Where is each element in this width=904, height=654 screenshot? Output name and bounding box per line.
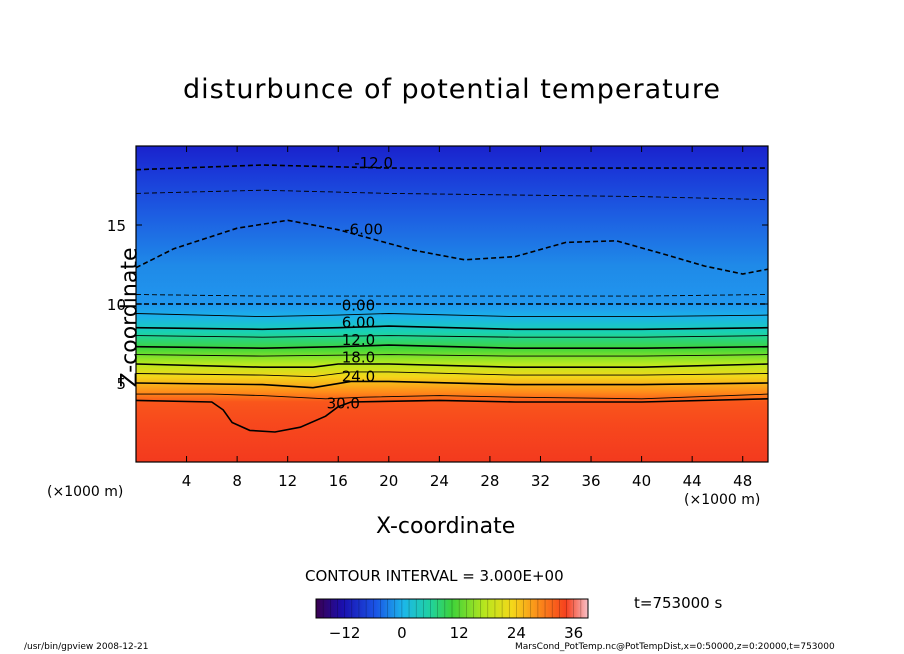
y-axis-label: Z-coordinate (117, 247, 143, 388)
x-tick-label: 12 (278, 472, 297, 490)
contour-label: 30.0 (327, 394, 360, 412)
contour-line (136, 313, 768, 318)
colorbar (315, 598, 589, 619)
contour-line (136, 219, 768, 275)
x-tick-label: 32 (531, 472, 550, 490)
footer-left: /usr/bin/gpview 2008-12-21 (24, 642, 149, 652)
x-tick-label: 24 (430, 472, 449, 490)
contour-label: -12.0 (354, 154, 393, 172)
contour-label: 12.0 (342, 331, 375, 349)
x-tick-label: 8 (232, 472, 242, 490)
x-unit-label-right: (×1000 m) (684, 492, 761, 508)
contour-line (136, 393, 768, 400)
contour-line (136, 189, 768, 201)
x-axis-label: X-coordinate (376, 514, 516, 539)
x-tick-label: 20 (379, 472, 398, 490)
contour-line (136, 354, 768, 357)
x-tick-label: 4 (182, 472, 192, 490)
x-tick-label: 40 (632, 472, 651, 490)
x-axis: 4 8 12 16 20 24 28 32 36 40 44 48 (182, 146, 752, 490)
contour-line (136, 335, 768, 338)
y-tick-label: 5 (116, 375, 126, 393)
footer-right: MarsCond_PotTemp.nc@PotTempDist,x=0:5000… (515, 642, 835, 652)
contour-line (136, 380, 768, 389)
colorbar-tick-label: 0 (397, 624, 407, 642)
contour-lines (136, 164, 768, 433)
colorbar-tick-label: 24 (507, 624, 526, 642)
contour-label: 18.0 (342, 348, 375, 366)
contour-line (136, 164, 768, 171)
y-tick-label: 10 (107, 296, 126, 314)
contour-label: 0.00 (342, 296, 375, 314)
y-tick-label: 15 (107, 217, 126, 235)
contour-line (136, 344, 768, 350)
contour-line (136, 398, 768, 433)
time-label: t=753000 s (634, 594, 723, 612)
chart-title: disturbunce of potential temperature (183, 74, 721, 105)
y-axis: 5 10 15 (107, 217, 768, 393)
contour-label: -6.00 (344, 220, 383, 238)
x-unit-label-left: (×1000 m) (47, 484, 124, 500)
x-tick-label: 36 (581, 472, 600, 490)
contour-label: 6.00 (342, 314, 375, 332)
colorbar-tick-label: −12 (329, 624, 361, 642)
colorbar-tick-label: 36 (564, 624, 583, 642)
contour-interval-label: CONTOUR INTERVAL = 3.000E+00 (305, 567, 564, 585)
x-tick-label: 28 (480, 472, 499, 490)
colorbar-tick-label: 12 (450, 624, 469, 642)
contour-label: 24.0 (342, 367, 375, 385)
colorbar-ticks: −12 0 12 24 36 (315, 599, 589, 642)
contour-line (136, 325, 768, 331)
contour-line (136, 371, 768, 378)
x-tick-label: 44 (683, 472, 702, 490)
x-tick-label: 16 (329, 472, 348, 490)
x-tick-label: 48 (733, 472, 752, 490)
contour-line (136, 294, 768, 297)
contour-line (136, 363, 768, 368)
